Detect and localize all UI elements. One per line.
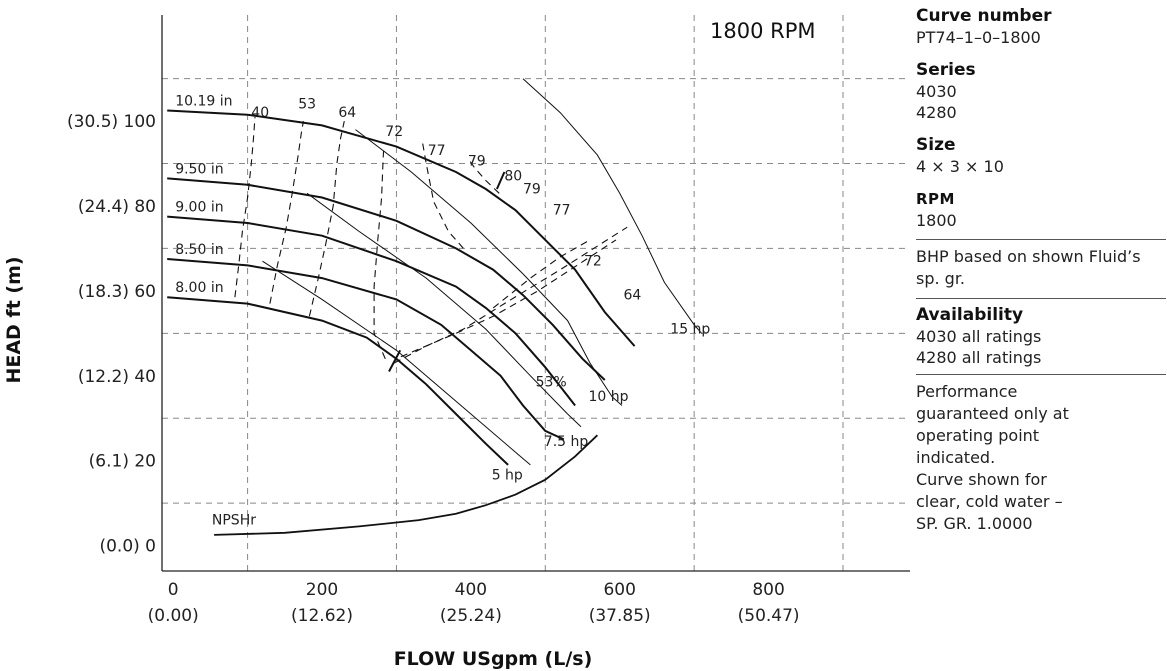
size-block: Size 4 × 3 × 10 bbox=[916, 135, 1166, 177]
x-tick-label: 400 bbox=[455, 580, 487, 600]
size-heading: Size bbox=[916, 135, 956, 155]
availability-heading: Availability bbox=[916, 305, 1024, 325]
divider bbox=[916, 239, 1166, 240]
availability-value: 4030 all ratings bbox=[916, 327, 1042, 346]
curve-number-heading: Curve number bbox=[916, 6, 1052, 26]
power-curve-leader bbox=[693, 324, 702, 334]
efficiency-label: 79 bbox=[523, 181, 541, 197]
performance-note: Performance guaranteed only at operating… bbox=[916, 382, 1069, 467]
curve-note: Curve shown for clear, cold water – SP. … bbox=[916, 470, 1063, 533]
efficiency-curve bbox=[400, 239, 617, 358]
npshr-line bbox=[214, 434, 599, 536]
curve-number-value: PT74–1–0–1800 bbox=[916, 28, 1041, 47]
info-panel: Curve number PT74–1–0–1800 Series 4030 4… bbox=[916, 6, 1166, 535]
impeller-curve bbox=[167, 215, 576, 407]
power-label: 7.5 hp bbox=[544, 434, 589, 450]
impeller-curve bbox=[167, 296, 509, 466]
y-tick-label: (30.5) 100 bbox=[67, 112, 156, 132]
efficiency-curve bbox=[468, 158, 500, 194]
efficiency-curve bbox=[373, 146, 386, 360]
efficiency-label: 72 bbox=[584, 253, 602, 269]
impeller-label: 10.19 in bbox=[175, 93, 232, 109]
x-tick-sublabel: (50.47) bbox=[738, 606, 800, 626]
y-tick-label: (18.3) 60 bbox=[78, 282, 156, 302]
rpm-label: 1800 RPM bbox=[710, 19, 816, 43]
curve-number-block: Curve number PT74–1–0–1800 bbox=[916, 6, 1166, 48]
efficiency-label: 79 bbox=[468, 154, 486, 170]
operating-point-mark bbox=[388, 349, 402, 372]
efficiency-curve bbox=[421, 142, 464, 249]
impeller-label: 9.00 in bbox=[175, 200, 223, 216]
power-curve bbox=[355, 129, 613, 398]
bhp-note-text: BHP based on shown Fluid’s sp. gr. bbox=[916, 247, 1141, 288]
power-curve-leader bbox=[515, 451, 531, 466]
efficiency-label: 53 bbox=[298, 96, 316, 112]
x-tick-label: 600 bbox=[603, 580, 635, 600]
x-tick-sublabel: (12.62) bbox=[291, 606, 353, 626]
y-tick-label: (24.4) 80 bbox=[78, 197, 156, 217]
efficiency-curve bbox=[492, 239, 591, 309]
npshr-label: NPSHr bbox=[212, 512, 256, 528]
x-tick-label: 200 bbox=[306, 580, 338, 600]
availability-block: Availability 4030 all ratings 4280 all r… bbox=[916, 305, 1166, 368]
axes bbox=[161, 15, 910, 572]
y-tick-label: (6.1) 20 bbox=[89, 452, 156, 472]
divider bbox=[916, 374, 1166, 375]
power-curve-leader bbox=[567, 413, 582, 428]
tick-labels: 0 (0.00) 200 (12.62) 400 (25.24) 600 (37.85) 800… bbox=[67, 112, 800, 626]
series-block: Series 4030 4280 bbox=[916, 60, 1166, 123]
operating-point-mark bbox=[495, 171, 506, 190]
rpm-value: 1800 bbox=[916, 211, 957, 230]
efficiency-curve bbox=[308, 120, 345, 317]
npshr-curve: NPSHr bbox=[212, 434, 599, 536]
impeller-curve bbox=[167, 109, 636, 347]
impeller-label: 8.00 in bbox=[175, 280, 223, 296]
x-tick-label: 800 bbox=[752, 580, 784, 600]
impeller-label: 9.50 in bbox=[175, 161, 223, 177]
bhp-note: BHP based on shown Fluid’s sp. gr. bbox=[916, 246, 1166, 290]
power-curves: 5 hp 7.5 hp 10 hp 15 hp bbox=[262, 78, 710, 484]
x-tick-sublabel: (0.00) bbox=[148, 606, 199, 626]
x-tick-sublabel: (37.85) bbox=[589, 606, 651, 626]
rpm-block: RPM 1800 bbox=[916, 189, 1166, 231]
availability-value: 4280 all ratings bbox=[916, 348, 1042, 367]
impeller-label: 8.50 in bbox=[175, 242, 223, 258]
power-curve-leader bbox=[611, 396, 623, 406]
x-axis-title: FLOW USgpm (L/s) bbox=[394, 648, 593, 670]
pump-curve-chart: 0 (0.00) 200 (12.62) 400 (25.24) 600 (37.85) 800… bbox=[3, 15, 910, 670]
power-label: 15 hp bbox=[670, 321, 710, 337]
power-label: 10 hp bbox=[589, 389, 629, 405]
efficiency-label: 64 bbox=[338, 105, 356, 121]
efficiency-label: 72 bbox=[385, 124, 403, 140]
series-value: 4030 bbox=[916, 82, 957, 101]
y-tick-label: (0.0) 0 bbox=[99, 537, 156, 557]
series-value: 4280 bbox=[916, 103, 957, 122]
size-value: 4 × 3 × 10 bbox=[916, 157, 1004, 176]
impeller-curve bbox=[167, 258, 565, 441]
grid-lines bbox=[162, 15, 910, 571]
efficiency-curve bbox=[393, 226, 628, 364]
rpm-heading: RPM bbox=[916, 190, 955, 208]
efficiency-label: 40 bbox=[251, 105, 269, 121]
power-curve bbox=[262, 260, 516, 453]
x-tick-sublabel: (25.24) bbox=[440, 606, 502, 626]
power-curve bbox=[306, 192, 568, 415]
power-curve bbox=[522, 78, 695, 326]
power-label: 5 hp bbox=[492, 468, 523, 484]
x-tick-label: 0 bbox=[168, 580, 179, 600]
efficiency-label: 64 bbox=[624, 287, 642, 303]
divider bbox=[916, 298, 1166, 299]
efficiency-label: 80 bbox=[504, 169, 522, 185]
impeller-curve bbox=[167, 177, 606, 381]
y-axis-title: HEAD ft (m) bbox=[3, 256, 25, 383]
efficiency-label: 77 bbox=[553, 203, 571, 219]
series-heading: Series bbox=[916, 60, 976, 80]
efficiency-curve bbox=[234, 116, 256, 298]
y-tick-label: (12.2) 40 bbox=[78, 367, 156, 387]
efficiency-label: 77 bbox=[428, 143, 446, 159]
impeller-curves: 10.19 in 9.50 in 9.00 in 8.50 in 8.00 in bbox=[167, 93, 636, 466]
